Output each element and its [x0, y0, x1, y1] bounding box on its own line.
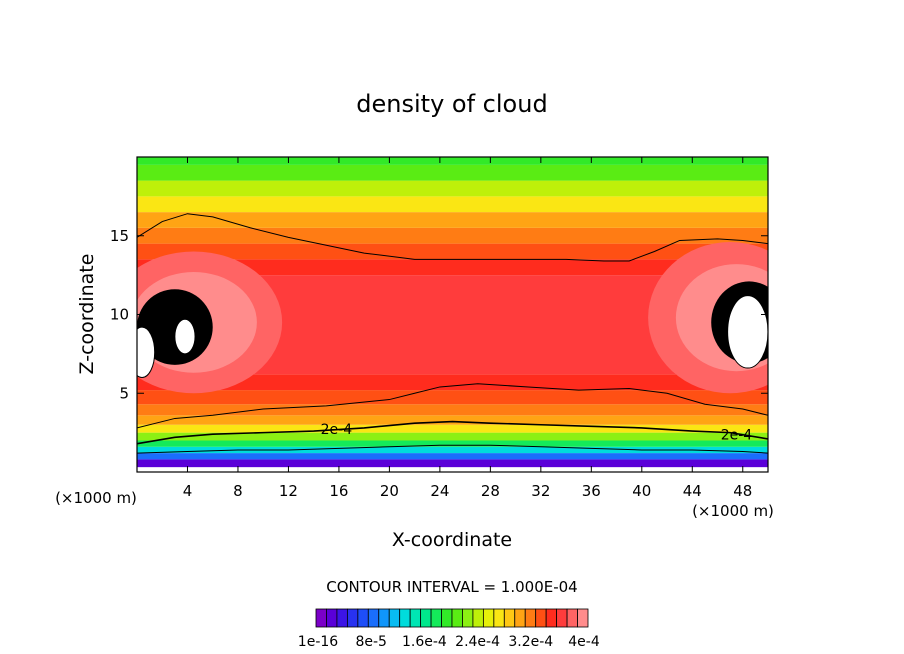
y-axis-ticks: 5 10 15 — [110, 227, 768, 402]
colorbar-label-0: 1e-16 — [298, 634, 338, 650]
contour-interval-text: CONTOUR INTERVAL = 1.000E-04 — [326, 578, 577, 596]
x-tick-label-8: 36 — [582, 482, 601, 500]
colorbar-swatch-14 — [462, 608, 474, 628]
y-axis-title: Z-coordinate — [76, 254, 98, 375]
density-band-18 — [137, 157, 768, 165]
contour-lines: 2e-4 2e-4 — [137, 213, 768, 454]
colorbar-swatch-3 — [346, 608, 359, 628]
x-tick-label-4: 20 — [380, 482, 399, 500]
density-band-15 — [137, 196, 768, 213]
colorbar-swatch-13 — [451, 608, 463, 628]
x-tick-label-3: 16 — [329, 482, 348, 500]
colorbar-swatch-12 — [441, 608, 453, 628]
colorbar — [315, 608, 589, 628]
density-band-4 — [137, 432, 768, 441]
colorbar-swatch-19 — [514, 608, 526, 628]
colorbar-swatch-16 — [482, 608, 495, 628]
colorbar-swatch-9 — [409, 608, 422, 628]
colorbar-swatch-10 — [420, 608, 432, 628]
density-band-16 — [137, 180, 768, 197]
density-band-1 — [137, 453, 768, 460]
density-band-0 — [137, 459, 768, 468]
colorbar-swatch-17 — [493, 608, 505, 628]
density-band-2 — [137, 446, 768, 454]
colorbar-label-1: 8e-5 — [355, 634, 386, 650]
density-band-11 — [137, 259, 768, 276]
colorbar-label-2: 1.6e-4 — [402, 634, 447, 650]
x-tick-label-11: 48 — [733, 482, 752, 500]
colorbar-swatch-4 — [357, 608, 369, 628]
colorbar-swatch-24 — [566, 608, 578, 628]
density-band-5 — [137, 424, 768, 433]
contour-label-left: 2e-4 — [321, 422, 353, 438]
x-tick-label-7: 32 — [531, 482, 550, 500]
density-hole-1 — [137, 326, 156, 378]
colorbar-labels: 1e-16 8e-5 1.6e-4 2.4e-4 3.2e-4 4e-4 — [298, 634, 600, 650]
colorbar-swatch-18 — [503, 608, 516, 628]
contour-line-1 — [137, 383, 768, 429]
contour-line-2 — [137, 420, 768, 445]
x-unit-label-left: (×1000 m) — [55, 489, 137, 507]
colorbar-swatch-8 — [399, 608, 411, 628]
density-band-14 — [137, 212, 768, 228]
x-tick-label-1: 8 — [233, 482, 243, 500]
colorbar-swatch-1 — [326, 608, 338, 628]
density-hole-0 — [174, 318, 196, 355]
x-tick-label-10: 44 — [683, 482, 702, 500]
contour-label-right: 2e-4 — [721, 427, 753, 443]
colorbar-swatch-23 — [556, 608, 568, 628]
colorbar-swatch-2 — [336, 608, 348, 628]
x-tick-label-5: 24 — [430, 482, 449, 500]
y-tick-label-1: 10 — [110, 306, 129, 324]
colorbar-swatch-20 — [524, 608, 537, 628]
density-band-17 — [137, 164, 768, 181]
x-unit-label-right: (×1000 m) — [692, 502, 774, 520]
colorbar-swatch-11 — [430, 608, 442, 628]
colorbar-swatch-6 — [378, 608, 390, 628]
chart-title: density of cloud — [356, 90, 547, 118]
density-band-7 — [137, 404, 768, 416]
colorbar-label-5: 4e-4 — [568, 634, 600, 650]
colorbar-label-3: 2.4e-4 — [455, 634, 500, 650]
colorbar-label-4: 3.2e-4 — [508, 634, 553, 650]
y-tick-label-2: 15 — [110, 227, 129, 245]
x-tick-label-2: 12 — [279, 482, 298, 500]
colorbar-swatch-0 — [315, 608, 327, 628]
contour-line-0 — [137, 213, 768, 262]
density-band-12 — [137, 243, 768, 260]
density-band-6 — [137, 415, 768, 425]
density-hole-2 — [727, 295, 768, 369]
x-tick-label-0: 4 — [183, 482, 193, 500]
density-field — [137, 157, 768, 472]
x-axis-title: X-coordinate — [392, 529, 512, 551]
density-band-3 — [137, 440, 768, 447]
x-axis-ticks: 4 8 12 16 20 24 28 32 36 40 44 48 — [183, 157, 752, 500]
colorbar-swatch-21 — [535, 608, 547, 628]
colorbar-swatch-15 — [472, 608, 484, 628]
density-band-13 — [137, 227, 768, 244]
colorbar-swatch-5 — [367, 608, 380, 628]
density-band-9 — [137, 374, 768, 391]
colorbar-swatch-7 — [388, 608, 401, 628]
x-tick-label-9: 40 — [632, 482, 651, 500]
density-band-8 — [137, 390, 768, 405]
colorbar-swatch-22 — [545, 608, 558, 628]
contour-line-3 — [137, 444, 768, 454]
colorbar-swatch-25 — [577, 608, 589, 628]
y-tick-label-0: 5 — [119, 384, 129, 402]
cloud-free-base — [137, 467, 768, 472]
x-tick-label-6: 28 — [481, 482, 500, 500]
